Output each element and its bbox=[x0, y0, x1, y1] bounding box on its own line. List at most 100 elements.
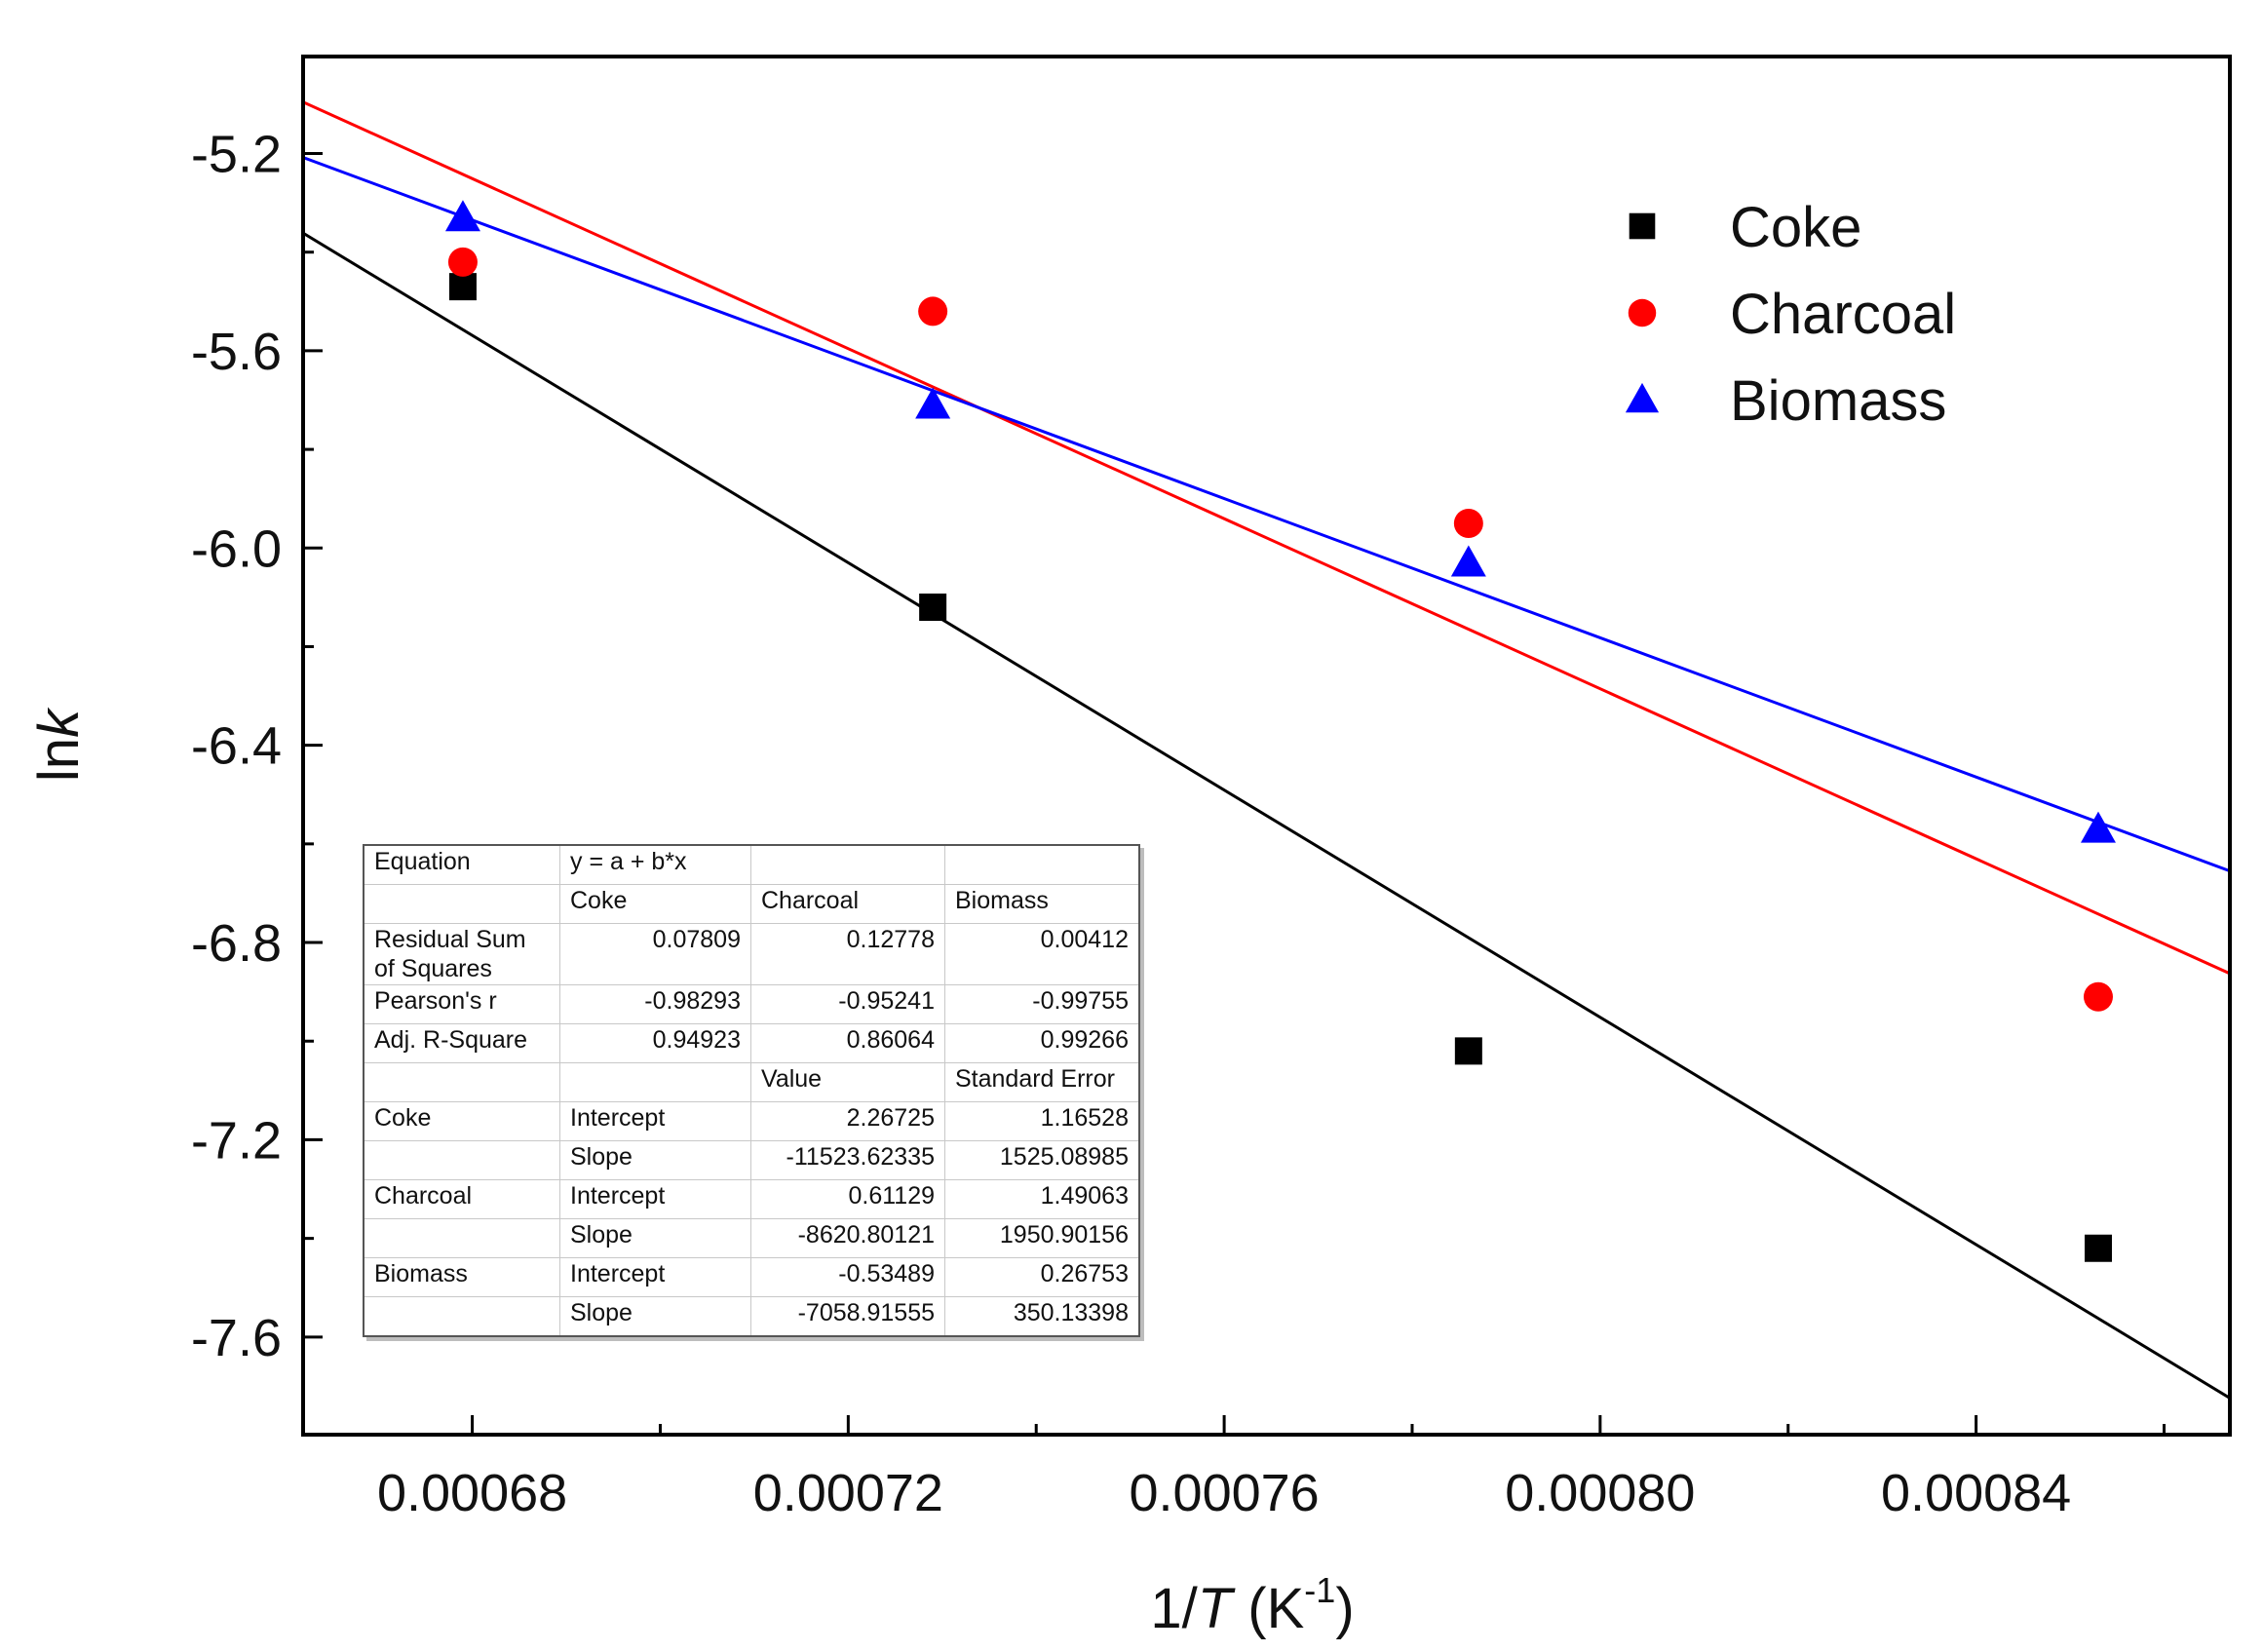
fit-table-cell: -0.95241 bbox=[750, 984, 945, 1024]
fit-table-row: Charcoal Intercept 0.61129 1.49063 bbox=[363, 1179, 1140, 1219]
y-tick-label: -6.8 bbox=[191, 914, 282, 973]
fit-table-row: Coke Charcoal Biomass bbox=[363, 884, 1140, 924]
fit-table-cell bbox=[363, 1218, 560, 1258]
fit-table-cell: Residual Sum of Squares bbox=[363, 923, 560, 985]
fit-table-row: Slope -7058.91555 350.13398 bbox=[363, 1296, 1140, 1337]
fit-table-cell: -0.98293 bbox=[559, 984, 751, 1024]
fit-table-cell: Pearson's r bbox=[363, 984, 560, 1024]
fit-table-cell: Biomass bbox=[944, 884, 1140, 924]
x-axis-title-suffix: ) bbox=[1335, 1577, 1354, 1640]
fit-statistics-table: Equation y = a + b*x Coke Charcoal Biomass Re… bbox=[363, 844, 1140, 1337]
legend-marker-biomass bbox=[1625, 382, 1660, 413]
x-tick-label: 0.00084 bbox=[1881, 1464, 2071, 1522]
y-axis-title-var: k bbox=[27, 707, 91, 738]
fit-table-cell bbox=[944, 844, 1140, 885]
fit-table-cell: Intercept bbox=[559, 1179, 751, 1219]
y-tick-label: -5.2 bbox=[191, 126, 282, 184]
fit-table-cell bbox=[363, 1296, 560, 1337]
fit-table-cell: 350.13398 bbox=[944, 1296, 1140, 1337]
fit-table-cell: -0.53489 bbox=[750, 1257, 945, 1297]
fit-table-cell: Value bbox=[750, 1062, 945, 1102]
fit-line-biomass bbox=[303, 156, 2230, 873]
fit-table-cell: Charcoal bbox=[750, 884, 945, 924]
fit-table-cell: -8620.80121 bbox=[750, 1218, 945, 1258]
data-point-coke bbox=[448, 273, 477, 301]
legend-label-coke: Coke bbox=[1730, 196, 1861, 259]
fit-table-row: Biomass Intercept -0.53489 0.26753 bbox=[363, 1257, 1140, 1297]
x-axis-title-superscript: -1 bbox=[1304, 1570, 1335, 1610]
y-axis-title-prefix: ln bbox=[27, 738, 91, 782]
x-tick-label: 0.00076 bbox=[1130, 1464, 1320, 1522]
data-points bbox=[444, 200, 2116, 1262]
fit-table-cell bbox=[363, 1140, 560, 1180]
fit-table-cell: 2.26725 bbox=[750, 1101, 945, 1141]
fit-table-cell: -7058.91555 bbox=[750, 1296, 945, 1337]
fit-table-row: Value Standard Error bbox=[363, 1062, 1140, 1102]
fit-lines bbox=[303, 100, 2230, 1400]
data-point-biomass bbox=[1450, 545, 1486, 577]
fit-table-cell: 0.94923 bbox=[559, 1023, 751, 1063]
fit-table-cell bbox=[559, 1062, 751, 1102]
x-axis-title: 1/T (K-1) bbox=[1150, 1570, 1354, 1640]
x-axis-title-var: T bbox=[1198, 1577, 1236, 1640]
fit-table-cell: Coke bbox=[363, 1101, 560, 1141]
y-tick-label: -6.0 bbox=[191, 519, 282, 578]
fit-table-cell: -11523.62335 bbox=[750, 1140, 945, 1180]
fit-table-cell: 0.00412 bbox=[944, 923, 1140, 985]
fit-table-cell: Standard Error bbox=[944, 1062, 1140, 1102]
y-axis: -5.2 -5.6 -6.0 -6.4 -6.8 -7.2 -7.6 bbox=[191, 126, 323, 1367]
x-tick-label: 0.00080 bbox=[1505, 1464, 1695, 1522]
fit-table-cell: 0.26753 bbox=[944, 1257, 1140, 1297]
fit-table-cell: 1525.08985 bbox=[944, 1140, 1140, 1180]
x-axis-title-unit: (K bbox=[1232, 1577, 1304, 1640]
fit-line-coke bbox=[303, 231, 2230, 1400]
data-point-biomass bbox=[444, 200, 480, 232]
fit-table-cell bbox=[750, 844, 945, 885]
fit-table-cell: 0.86064 bbox=[750, 1023, 945, 1063]
fit-table-cell: y = a + b*x bbox=[559, 844, 751, 885]
fit-table-row: Equation y = a + b*x bbox=[363, 844, 1140, 885]
fit-table-row: Pearson's r -0.98293 -0.95241 -0.99755 bbox=[363, 984, 1140, 1024]
fit-table-row: Slope -11523.62335 1525.08985 bbox=[363, 1140, 1140, 1180]
y-tick-label: -7.6 bbox=[191, 1309, 282, 1367]
fit-table-row: Adj. R-Square 0.94923 0.86064 0.99266 bbox=[363, 1023, 1140, 1063]
fit-table-cell: Equation bbox=[363, 844, 560, 885]
fit-table-cell: 0.61129 bbox=[750, 1179, 945, 1219]
fit-table-cell: 0.07809 bbox=[559, 923, 751, 985]
data-point-charcoal bbox=[918, 296, 948, 327]
fit-table-row: Slope -8620.80121 1950.90156 bbox=[363, 1218, 1140, 1258]
y-tick-label: -6.4 bbox=[191, 717, 282, 776]
fit-table-cell: Slope bbox=[559, 1140, 751, 1180]
fit-table-row: Coke Intercept 2.26725 1.16528 bbox=[363, 1101, 1140, 1141]
fit-table-cell: Biomass bbox=[363, 1257, 560, 1297]
x-axis-title-prefix: 1/ bbox=[1150, 1577, 1198, 1640]
y-tick-label: -5.6 bbox=[191, 323, 282, 381]
x-axis: 0.00068 0.00072 0.00076 0.00080 0.00084 bbox=[377, 1415, 2166, 1522]
fit-table-cell: Intercept bbox=[559, 1101, 751, 1141]
fit-table-cell: Slope bbox=[559, 1296, 751, 1337]
fit-table-cell: 1.49063 bbox=[944, 1179, 1140, 1219]
fit-table-cell: Coke bbox=[559, 884, 751, 924]
fit-table-cell: Intercept bbox=[559, 1257, 751, 1297]
legend-marker-coke bbox=[1629, 212, 1656, 240]
data-point-charcoal bbox=[447, 247, 478, 277]
fit-table-cell bbox=[363, 1062, 560, 1102]
fit-table-cell: Slope bbox=[559, 1218, 751, 1258]
fit-table-cell: Adj. R-Square bbox=[363, 1023, 560, 1063]
legend-label-biomass: Biomass bbox=[1730, 369, 1946, 433]
fit-table-cell: 1.16528 bbox=[944, 1101, 1140, 1141]
data-point-coke bbox=[2084, 1234, 2112, 1262]
fit-table-row: Residual Sum of Squares 0.07809 0.12778 0.0… bbox=[363, 923, 1140, 985]
fit-table-cell: 0.12778 bbox=[750, 923, 945, 985]
legend-marker-charcoal bbox=[1628, 298, 1657, 327]
fit-table-cell bbox=[363, 884, 560, 924]
data-point-coke bbox=[919, 594, 947, 622]
legend-label-charcoal: Charcoal bbox=[1730, 283, 1956, 346]
x-tick-label: 0.00072 bbox=[753, 1464, 943, 1522]
y-axis-title: lnk bbox=[27, 707, 91, 782]
fit-table-cell: 0.99266 bbox=[944, 1023, 1140, 1063]
data-point-charcoal bbox=[1453, 508, 1483, 538]
fit-table-cell: Charcoal bbox=[363, 1179, 560, 1219]
fit-line-charcoal bbox=[303, 100, 2230, 976]
